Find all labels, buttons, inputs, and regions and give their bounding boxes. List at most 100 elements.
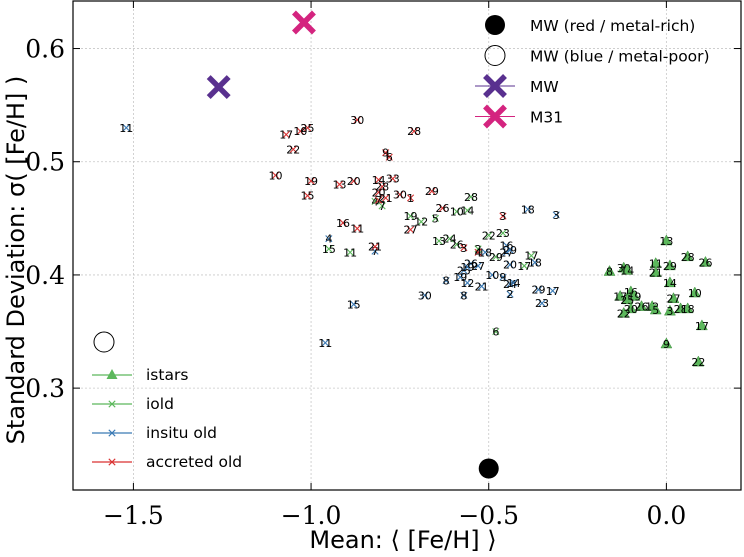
data-point-label: 13: [659, 235, 673, 248]
data-point-label: 28: [407, 125, 421, 138]
y-tick-label: 0.3: [25, 374, 65, 403]
axis-ticks: −1.5 −1.0 −0.5 0.0 0.3 0.4 0.5 0.6: [25, 1, 741, 530]
legend-label: MW: [530, 78, 559, 96]
data-point-x: [421, 291, 429, 299]
data-point-label: 22: [286, 143, 300, 156]
data-point-x: [506, 246, 514, 254]
data-point-x: [339, 219, 347, 227]
legend-marker-x: [483, 104, 507, 129]
data-point-label: 29: [663, 260, 677, 273]
y-axis-label: Standard Deviation: σ( [Fe/H] ): [2, 76, 30, 445]
data-point-x: [524, 205, 532, 213]
data-point-x: [453, 240, 461, 248]
x-axis-label: Mean: ⟨ [Fe/H] ⟩: [309, 526, 496, 554]
data-point-label: 2: [507, 288, 514, 301]
data-point-label: 26: [450, 238, 464, 251]
data-point-label: 23: [496, 227, 510, 240]
legend-top: MW (red / metal-rich) MW (blue / metal-po…: [475, 15, 710, 129]
legend-label: accreted old: [146, 453, 242, 471]
data-point-triangle: [635, 300, 648, 311]
data-point-x: [325, 245, 333, 253]
data-point-label: 24: [503, 278, 517, 291]
data-point-x: [296, 127, 304, 135]
data-point-x: [289, 145, 297, 153]
data-point-label: 6: [386, 151, 393, 164]
y-tick-label: 0.6: [25, 35, 65, 64]
data-point-label: 9: [382, 147, 389, 160]
data-point-label: 1: [407, 192, 414, 205]
data-point-x: [271, 171, 280, 179]
data-point-x: [325, 235, 333, 243]
y-tick-label: 0.5: [25, 148, 65, 177]
data-point-x: [303, 124, 312, 132]
data-point-label: 19: [404, 210, 418, 223]
data-point-label: 18: [478, 246, 492, 259]
legend-item-istars: istars: [92, 366, 188, 384]
data-point-label: 5: [652, 304, 659, 317]
legend-item-mw: MW: [475, 74, 559, 98]
data-point-label: 16: [336, 217, 350, 230]
legend-item-m31: M31: [475, 104, 563, 129]
data-point-x: [460, 244, 468, 252]
data-point-label: 20: [624, 303, 638, 316]
data-point-label: 3: [666, 305, 673, 318]
data-point-label: 11: [649, 258, 663, 271]
data-point-x: [350, 177, 358, 185]
data-point-label: 14: [507, 277, 521, 290]
data-point-label: 23: [535, 297, 549, 310]
data-point-x: [442, 277, 450, 285]
data-point-x: [307, 177, 315, 185]
data-point-label: 6: [492, 326, 499, 339]
data-point-x: [485, 231, 493, 239]
legend-marker-triangle: [106, 369, 118, 379]
data-point-x: [321, 339, 329, 347]
data-point-x: [502, 241, 511, 250]
data-point-x: [474, 262, 482, 270]
data-point-x: [374, 188, 383, 196]
x-tick-label: −0.5: [458, 501, 519, 530]
data-point-triangle: [603, 265, 616, 276]
data-point-triangle: [664, 304, 676, 316]
data-point-x: [499, 229, 507, 237]
data-point-triangle: [649, 266, 662, 277]
grid: [73, 1, 741, 490]
data-point-label: 28: [464, 191, 478, 204]
data-point-label: 28: [375, 181, 389, 194]
data-point-label: 26: [635, 301, 649, 314]
legend-marker-filled-circle: [485, 15, 505, 35]
data-point-label: 20: [503, 259, 517, 272]
data-point-x: [428, 187, 436, 195]
legend-marker-x: [108, 458, 116, 466]
data-point-x: [303, 192, 312, 200]
data-point-label: 7: [375, 194, 382, 207]
data-point-label: 18: [521, 203, 535, 216]
data-point-label: 24: [443, 233, 457, 246]
data-point-label: 2: [475, 243, 482, 256]
data-point-x: [350, 300, 358, 308]
data-point-x: [335, 180, 344, 188]
data-point-label: 21: [649, 267, 663, 280]
data-point-x: [453, 207, 461, 216]
legend-marker-x: [108, 400, 116, 408]
data-point-x: [385, 153, 393, 161]
data-point-x: [282, 130, 290, 139]
data-point-x: [538, 299, 546, 307]
data-point-label: 19: [460, 261, 474, 274]
data-point-x: [502, 248, 511, 256]
data-point-triangle: [692, 355, 705, 367]
data-point-x: [374, 176, 383, 184]
legend-label: MW (blue / metal-poor): [530, 48, 710, 66]
data-point-label: 29: [503, 244, 517, 257]
legend-bottom: istars iold insitu old accreted old: [92, 331, 242, 471]
data-point-triangle: [649, 303, 662, 315]
data-point-x: [406, 226, 415, 234]
data-point-triangle: [695, 319, 708, 331]
data-point-label: 17: [546, 285, 560, 298]
data-point-label: 13: [432, 235, 446, 248]
data-point-x: [389, 175, 397, 183]
reference-point-mw: [206, 75, 231, 99]
